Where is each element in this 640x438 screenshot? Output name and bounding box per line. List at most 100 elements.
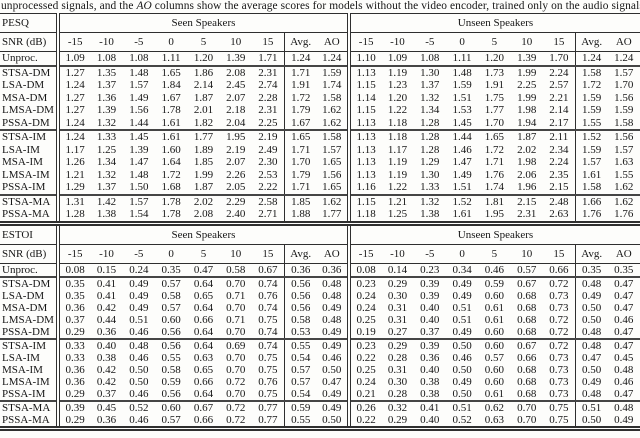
score-cell: 1.37	[96, 79, 117, 92]
score-cell: 1.22	[387, 104, 408, 117]
score-cell: 1.58	[322, 91, 342, 104]
score-cell: 0.37	[420, 325, 440, 338]
score-cell: 0.49	[574, 375, 608, 388]
score-cell: 2.31	[258, 104, 278, 117]
snr-column-header: 10	[219, 244, 252, 264]
score-cell: 1.32	[96, 116, 117, 129]
score-cell: 1.24	[316, 51, 349, 67]
score-cell: 0.57	[283, 375, 317, 388]
score-cell: 0.42	[96, 363, 117, 376]
score-cell: 0.47	[614, 277, 634, 290]
score-cell: 1.44	[129, 116, 149, 129]
score-cell: 1.54	[129, 208, 149, 221]
snr-column-header: -10	[381, 32, 414, 52]
score-cell: 1.20	[187, 51, 220, 67]
row-label: STSA-DM	[2, 277, 51, 290]
score-cell: 0.61	[484, 301, 505, 314]
score-cell: 1.18	[381, 129, 414, 144]
score-cell: 1.61	[154, 129, 188, 144]
score-cell: 1.48	[129, 66, 149, 79]
avg-column-header: Avg.	[283, 244, 317, 264]
score-cell: 1.23	[387, 79, 408, 92]
score-cell: 1.72	[484, 143, 505, 156]
score-cell: 0.68	[517, 325, 537, 338]
table-header-row: ESTOI Seen Speakers Unseen Speakers	[0, 225, 640, 245]
score-cell: 0.08	[346, 263, 382, 278]
score-cell: 0.29	[55, 387, 91, 401]
score-cell: 1.52	[574, 129, 608, 144]
score-cell: 1.99	[193, 168, 214, 181]
score-cell: 1.76	[614, 208, 634, 221]
snr-column-header: 5	[187, 244, 220, 264]
score-cell: 0.68	[517, 289, 537, 302]
score-cell: 0.49	[316, 337, 349, 352]
score-cell: 1.20	[387, 91, 408, 104]
table-row: STSA-MA 1.31 1.42 1.57 1.78 2.02 2.29 2.58 1.85 1…	[0, 193, 640, 208]
metric-label: ESTOI	[0, 225, 58, 245]
score-cell: 1.50	[129, 181, 149, 194]
table-row: LMSA-DM 1.27 1.39 1.56 1.78 2.01 2.18 2.31 1.79 1…	[0, 104, 640, 117]
score-cell: 0.75	[258, 363, 278, 376]
score-cell: 0.48	[322, 277, 342, 290]
score-cell: 1.27	[55, 91, 91, 104]
score-cell: 0.42	[96, 375, 117, 388]
snr-column-header: 15	[542, 32, 576, 52]
table-row: PSSA-IM 1.29 1.37 1.50 1.68 1.87 2.05 2.22 1.71 1…	[0, 181, 640, 195]
snr-column-header: 15	[251, 32, 285, 52]
score-cell: 0.39	[420, 289, 440, 302]
score-cell: 0.66	[193, 413, 214, 426]
score-cell: 0.60	[484, 289, 505, 302]
score-cell: 0.51	[452, 313, 472, 326]
score-cell: 1.13	[346, 65, 382, 79]
score-cell: 1.86	[193, 66, 214, 79]
score-cell: 2.14	[193, 79, 214, 92]
snr-column-header: 10	[219, 32, 252, 52]
score-cell: 1.79	[283, 104, 317, 117]
score-cell: 0.49	[452, 289, 472, 302]
score-cell: 1.75	[484, 91, 505, 104]
score-cell: 1.57	[322, 143, 342, 156]
row-label: LSA-IM	[2, 143, 40, 156]
snr-column-header: -5	[122, 32, 155, 52]
score-cell: 0.73	[549, 301, 569, 314]
score-cell: 1.33	[420, 181, 440, 194]
score-cell: 0.15	[90, 263, 123, 278]
score-cell: 1.72	[283, 91, 317, 104]
score-cell: 2.74	[258, 79, 278, 92]
table-row: LMSA-IM 1.21 1.32 1.48 1.72 1.99 2.26 2.53 1.79 1…	[0, 168, 640, 181]
score-cell: 1.98	[517, 156, 537, 169]
score-cell: 0.74	[258, 277, 278, 290]
snr-header-row: SNR (dB) -15 -10 -5 0 5 10 15 Avg. AO -15 -10 -5 0 5 10…	[0, 32, 640, 52]
score-cell: 0.47	[187, 263, 220, 278]
row-label: PSSA-MA	[2, 208, 50, 221]
score-cell: 0.70	[517, 413, 537, 426]
table-row: LSA-IM 1.17 1.25 1.39 1.60 1.89 2.19 2.49 1.71 1.…	[0, 143, 640, 156]
caption-italic-ao: AO	[136, 0, 152, 12]
seen-speakers-header: Seen Speakers	[56, 225, 349, 245]
score-cell: 0.56	[283, 289, 317, 302]
score-cell: 0.41	[96, 289, 117, 302]
score-cell: 0.45	[90, 399, 123, 414]
score-cell: 0.55	[283, 413, 317, 428]
score-cell: 0.50	[452, 363, 472, 376]
table-row: STSA-DM 0.35 0.41 0.49 0.57 0.64 0.70 0.74 0.56 0…	[0, 276, 640, 290]
score-cell: 2.58	[251, 193, 285, 208]
score-cell: 0.49	[452, 375, 472, 388]
score-cell: 0.71	[226, 313, 246, 326]
score-cell: 0.36	[96, 413, 117, 426]
score-cell: 0.50	[322, 413, 342, 426]
score-cell: 0.70	[226, 363, 246, 376]
score-cell: 0.73	[549, 351, 569, 364]
score-cell: 1.24	[283, 51, 317, 67]
score-cell: 1.46	[452, 143, 472, 156]
score-cell: 0.47	[322, 375, 342, 388]
caption-prefix: unprocessed signals, and the	[1, 0, 137, 12]
score-cell: 0.51	[445, 399, 479, 414]
score-cell: 1.16	[346, 181, 382, 195]
score-cell: 0.70	[226, 387, 246, 400]
score-cell: 0.48	[122, 337, 155, 352]
score-cell: 2.25	[258, 116, 278, 129]
score-cell: 0.75	[258, 387, 278, 400]
score-cell: 1.70	[614, 79, 634, 92]
score-cell: 1.58	[316, 129, 349, 144]
